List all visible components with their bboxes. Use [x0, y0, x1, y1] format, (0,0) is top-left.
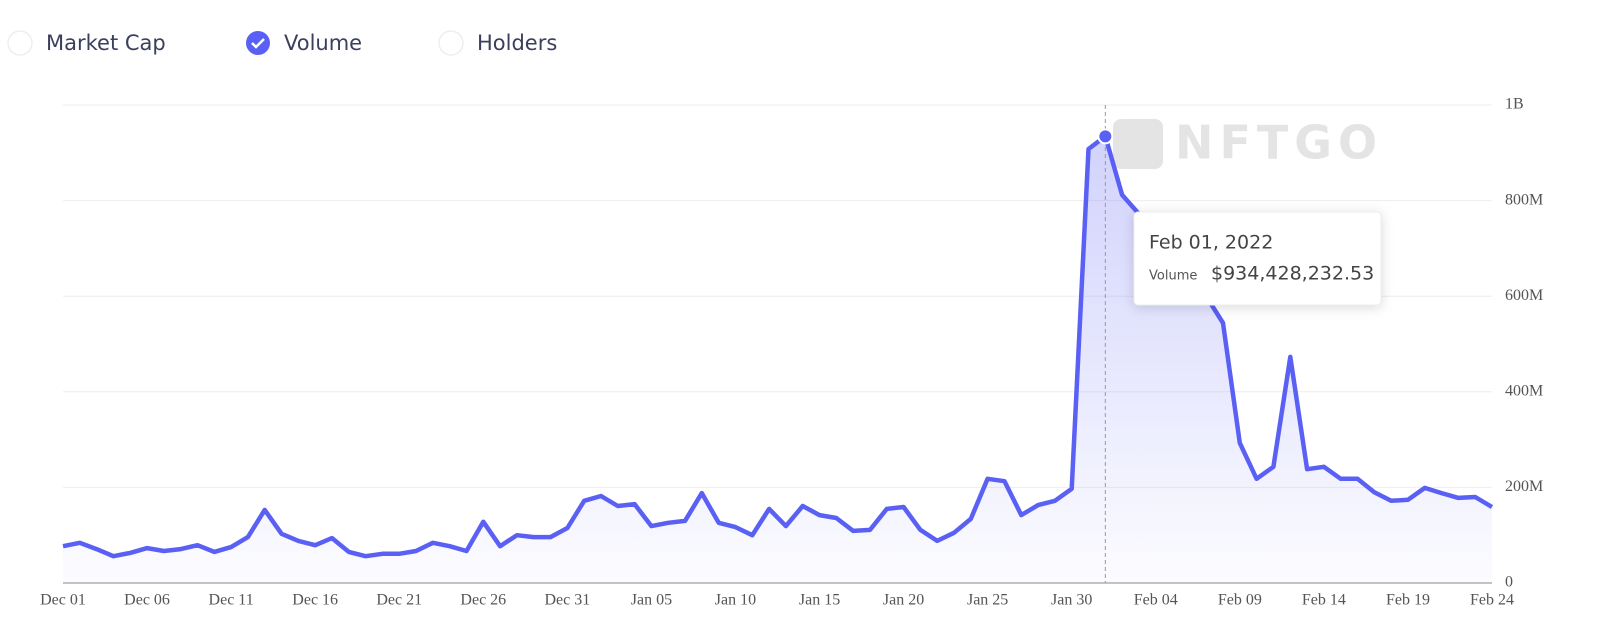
- legend-label: Volume: [284, 31, 362, 55]
- y-tick-label: 600M: [1505, 287, 1543, 304]
- check-icon: [251, 38, 265, 49]
- tooltip-value: $934,428,232.53: [1211, 263, 1374, 285]
- x-tick-label: Dec 21: [376, 592, 422, 609]
- y-tick-label: 1B: [1505, 96, 1524, 113]
- y-tick-label: 200M: [1505, 478, 1543, 495]
- x-tick-label: Dec 26: [460, 592, 506, 609]
- x-tick-label: Feb 19: [1386, 592, 1430, 609]
- legend-item[interactable]: Holders: [438, 30, 557, 56]
- x-tick-label: Feb 14: [1302, 592, 1346, 609]
- x-tick-label: Dec 06: [124, 592, 170, 609]
- x-tick-label: Dec 11: [209, 592, 254, 609]
- x-tick-label: Jan 10: [715, 592, 756, 609]
- tooltip-label: Volume: [1149, 269, 1197, 284]
- line: [62, 134, 1494, 559]
- legend-check: [246, 31, 270, 55]
- x-tick-label: Dec 01: [40, 592, 86, 609]
- legend-item[interactable]: Volume: [246, 31, 362, 55]
- x-tick-label: Feb 24: [1470, 592, 1514, 609]
- x-tick-label: Dec 31: [544, 592, 590, 609]
- legend-radio: [7, 30, 33, 56]
- x-tick-label: Jan 20: [883, 592, 924, 609]
- legend-item[interactable]: Market Cap: [7, 30, 166, 56]
- hover-point: [1097, 128, 1114, 145]
- x-tick-label: Feb 04: [1134, 592, 1178, 609]
- x-tick-label: Jan 30: [1051, 592, 1092, 609]
- y-tick-label: 800M: [1505, 191, 1543, 208]
- tooltip-box: [1133, 211, 1382, 306]
- tooltip-date: Feb 01, 2022: [1149, 232, 1273, 254]
- legend-label: Holders: [477, 31, 557, 55]
- watermark-logo: [1113, 119, 1163, 169]
- x-tick-label: Jan 15: [799, 592, 840, 609]
- legend-radio: [438, 30, 464, 56]
- legend-label: Market Cap: [46, 31, 166, 55]
- x-tick-label: Jan 05: [631, 592, 672, 609]
- x-tick-label: Jan 25: [967, 592, 1008, 609]
- y-tick-label: 0: [1505, 574, 1513, 591]
- watermark: NFTGO: [1175, 116, 1383, 170]
- x-tick-label: Feb 09: [1218, 592, 1262, 609]
- y-tick-label: 400M: [1505, 382, 1543, 399]
- x-tick-label: Dec 16: [292, 592, 338, 609]
